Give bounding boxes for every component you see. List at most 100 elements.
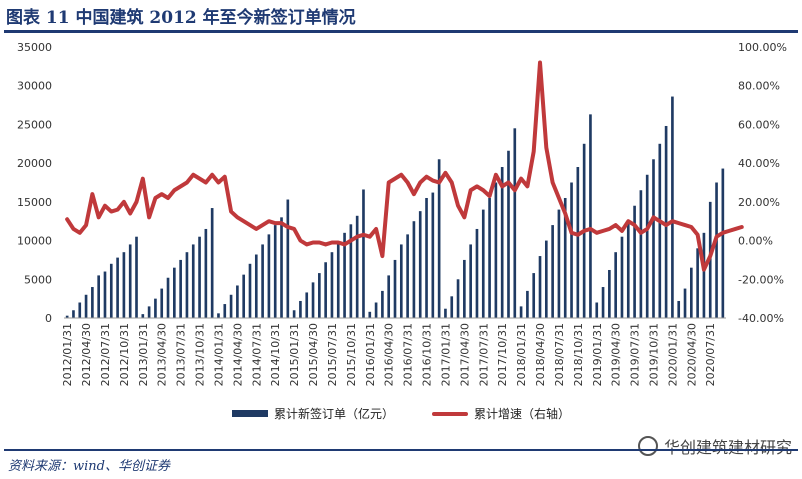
legend-swatch-line [432,411,468,416]
bar [683,288,687,318]
bar [242,274,246,318]
bar [393,259,397,318]
bar [639,190,643,318]
bar [254,254,258,318]
bar [236,285,239,318]
bar [65,315,69,318]
bar [671,96,674,318]
x-tick-label: 2019/01/31 [591,323,604,386]
x-tick-label: 2012/10/31 [118,323,131,386]
bar [475,228,479,318]
x-tick-label: 2018/07/31 [553,323,566,386]
bar [173,267,176,318]
bar [229,294,233,318]
bar [128,244,132,318]
bar [513,128,517,318]
bar [406,234,409,318]
x-tick-label: 2017/10/31 [496,323,509,386]
x-tick-label: 2020/04/30 [685,323,698,386]
bar [217,313,220,318]
bar [198,236,201,318]
x-tick-label: 2018/04/30 [534,323,547,386]
bar [614,252,617,318]
x-tick-label: 2012/01/31 [61,323,74,386]
watermark-text: 华创建筑建材研究 [663,438,792,457]
bar [355,215,359,318]
bar [450,296,454,318]
legend-swatch-bars [232,410,268,417]
left-tick-label: 5000 [24,273,52,286]
bar [160,288,164,318]
right-tick-label: 40.00% [738,157,780,170]
bar-series [65,96,725,318]
bar [147,306,151,318]
watermark: 华创建筑建材研究 [633,433,796,459]
bar [557,209,561,318]
bar [500,167,504,318]
x-tick-label: 2016/01/31 [364,323,377,386]
bar [601,287,605,318]
right-tick-label: 60.00% [738,118,780,131]
bar [570,182,573,318]
x-tick-label: 2017/04/30 [458,323,471,386]
x-tick-label: 2013/07/31 [175,323,188,386]
bar [721,168,725,318]
bar [210,208,214,318]
bar [690,267,693,318]
bar [311,282,315,318]
right-y-axis: -40.00% -20.00% 0.00% 20.00% 40.00% 60.00% 80.… [738,41,787,325]
bar [551,225,554,318]
bar [425,197,428,318]
bar [456,279,460,318]
bar [608,269,611,318]
bar [109,263,113,318]
bar [261,244,264,318]
legend: 累计新签订单（亿元） 累计增速（右轴） [0,402,802,424]
bar [633,205,636,318]
x-tick-label: 2014/01/31 [212,323,225,386]
right-tick-label: 80.00% [738,80,780,93]
bar [431,192,435,318]
bar [399,244,403,318]
x-tick-label: 2019/10/31 [648,323,661,386]
bar [135,236,138,318]
bar [154,298,157,318]
bar [677,300,681,318]
bar [412,221,416,318]
figure-title: 图表 11 中国建筑 2012 年至今新签订单情况 [6,8,356,28]
source-note: 资料来源：wind、华创证券 [8,459,170,474]
right-tick-label: 0.00% [738,235,773,248]
x-tick-label: 2013/04/30 [156,323,169,386]
x-tick-label: 2012/07/31 [99,323,112,386]
x-tick-label: 2015/10/31 [345,323,358,386]
bar [488,197,491,318]
left-tick-label: 10000 [17,235,52,248]
bar [191,244,195,318]
bar [103,271,107,318]
right-tick-label: -40.00% [738,312,784,325]
bar [324,262,327,318]
bar [463,259,466,318]
bar [299,300,302,318]
x-tick-label: 2016/10/31 [421,323,434,386]
bar [595,302,599,318]
bar [305,292,309,318]
bar [166,277,170,318]
x-axis: 2012/01/31 2012/04/30 2012/07/31 2012/10/31… [61,317,726,386]
bar [349,224,353,318]
left-tick-label: 25000 [17,118,52,131]
x-tick-label: 2014/10/31 [269,323,282,386]
bar [715,182,718,318]
bar [481,209,485,318]
x-tick-label: 2012/04/30 [80,323,93,386]
bar [538,256,542,318]
bar [179,259,182,318]
bar [664,125,668,318]
bar [532,273,536,318]
x-tick-label: 2017/01/31 [439,323,452,386]
bar [72,310,75,318]
bar [286,199,290,318]
left-tick-label: 35000 [17,41,52,54]
bar [78,302,82,318]
bar [273,225,277,318]
